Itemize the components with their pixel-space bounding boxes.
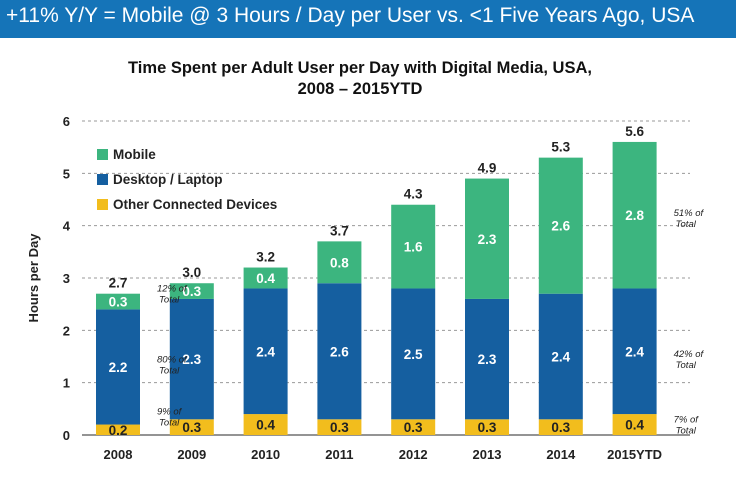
bar-value-label-other-connected-devices-2014: 0.3 [551, 420, 570, 435]
percent-annotation-2-line2: Total [159, 418, 180, 429]
x-tick-label-2009: 2009 [177, 447, 206, 462]
bar-desktop-laptop-2014 [538, 293, 583, 420]
bar-mobile-2011 [317, 241, 362, 284]
y-tick-label-5: 5 [63, 166, 70, 181]
x-tick-label-2013: 2013 [473, 447, 502, 462]
percent-annotation-1-line2: Total [159, 365, 180, 376]
bar-value-label-mobile-2009: 0.3 [182, 284, 201, 299]
percent-annotation-4-line2: Total [676, 360, 697, 371]
bar-other-connected-devices-2010 [243, 414, 288, 435]
bar-desktop-laptop-2010 [243, 288, 288, 415]
bar-mobile-2009 [169, 283, 214, 299]
bar-mobile-2015YTD [612, 141, 657, 289]
legend-swatch-mobile [97, 149, 108, 160]
headline-text: +11% Y/Y = Mobile @ 3 Hours / Day per Us… [6, 4, 695, 27]
chart-title: Time Spent per Adult User per Day with D… [60, 58, 660, 100]
bar-total-label-2014: 5.3 [551, 140, 570, 155]
bar-value-label-mobile-2015YTD: 2.8 [625, 208, 644, 223]
bar-value-label-mobile-2014: 2.6 [551, 219, 570, 234]
bar-value-label-other-connected-devices-2015YTD: 0.4 [625, 418, 644, 433]
bar-value-label-mobile-2012: 1.6 [404, 240, 423, 255]
bar-mobile-2008 [96, 293, 140, 310]
bar-total-label-2008: 2.7 [109, 276, 128, 291]
chart-title-line-2: 2008 – 2015YTD [297, 80, 423, 98]
bar-value-label-other-connected-devices-2009: 0.3 [182, 420, 201, 435]
bar-value-label-desktop-laptop-2015YTD: 2.4 [625, 344, 644, 359]
bar-value-label-other-connected-devices-2012: 0.3 [404, 420, 423, 435]
bar-total-label-2015YTD: 5.6 [625, 124, 644, 139]
legend-swatch-desktop-laptop [97, 174, 108, 185]
bar-total-label-2012: 4.3 [404, 187, 423, 202]
bar-mobile-2010 [243, 267, 288, 289]
bar-other-connected-devices-2012 [391, 419, 436, 435]
bar-desktop-laptop-2011 [317, 283, 362, 420]
headline-banner: +11% Y/Y = Mobile @ 3 Hours / Day per Us… [0, 0, 736, 38]
bar-other-connected-devices-2015YTD [612, 414, 657, 435]
legend-swatch-other-connected-devices [97, 199, 108, 210]
bar-total-label-2013: 4.9 [478, 161, 497, 176]
x-tick-label-2014: 2014 [546, 447, 576, 462]
bar-desktop-laptop-2013 [465, 298, 509, 420]
x-tick-label-2015YTD: 2015YTD [607, 447, 662, 462]
x-tick-label-2010: 2010 [251, 447, 280, 462]
bar-value-label-mobile-2011: 0.8 [330, 255, 349, 270]
bar-value-label-desktop-laptop-2009: 2.3 [182, 352, 201, 367]
bar-value-label-desktop-laptop-2014: 2.4 [551, 350, 570, 365]
y-tick-label-0: 0 [63, 428, 70, 443]
bar-total-label-2009: 3.0 [182, 265, 201, 280]
percent-annotation-0-line1: 12% of [157, 284, 188, 295]
y-axis-label: Hours per Day [26, 233, 41, 323]
legend-label-mobile: Mobile [113, 147, 156, 162]
bar-mobile-2013 [465, 178, 509, 299]
percent-annotation-5-line2: Total [676, 426, 697, 437]
bar-desktop-laptop-2015YTD [612, 288, 657, 415]
bar-desktop-laptop-2009 [169, 298, 214, 420]
bar-mobile-2012 [391, 204, 436, 289]
y-tick-label-4: 4 [63, 219, 71, 234]
y-tick-label-6: 6 [63, 114, 70, 129]
bar-other-connected-devices-2014 [538, 419, 583, 435]
bar-desktop-laptop-2012 [391, 288, 436, 420]
percent-annotation-3-line1: 51% of [674, 208, 705, 219]
bar-value-label-other-connected-devices-2008: 0.2 [109, 423, 128, 438]
bar-value-label-desktop-laptop-2013: 2.3 [478, 352, 497, 367]
x-tick-label-2008: 2008 [104, 447, 133, 462]
x-tick-label-2011: 2011 [325, 447, 353, 462]
bar-total-label-2010: 3.2 [256, 250, 275, 265]
bar-value-label-desktop-laptop-2008: 2.2 [109, 360, 128, 375]
percent-annotation-0-line2: Total [159, 295, 180, 306]
y-tick-label-3: 3 [63, 271, 70, 286]
bar-value-label-mobile-2010: 0.4 [256, 271, 275, 286]
bar-value-label-mobile-2013: 2.3 [478, 232, 497, 247]
bar-other-connected-devices-2011 [317, 419, 362, 435]
bar-value-label-other-connected-devices-2013: 0.3 [478, 420, 497, 435]
y-tick-label-2: 2 [63, 323, 70, 338]
bar-value-label-mobile-2008: 0.3 [109, 295, 128, 310]
chart-title-line-1: Time Spent per Adult User per Day with D… [128, 59, 592, 77]
bar-mobile-2014 [538, 157, 583, 294]
bar-other-connected-devices-2009 [169, 419, 214, 435]
bar-total-label-2011: 3.7 [330, 223, 349, 238]
bar-desktop-laptop-2008 [96, 309, 140, 425]
y-tick-label-1: 1 [63, 376, 70, 391]
bar-value-label-desktop-laptop-2011: 2.6 [330, 344, 349, 359]
percent-annotation-5-line1: 7% of [674, 415, 700, 426]
bar-value-label-desktop-laptop-2010: 2.4 [256, 344, 275, 359]
percent-annotation-3-line2: Total [676, 219, 697, 230]
legend-label-desktop-laptop: Desktop / Laptop [113, 172, 223, 187]
percent-annotation-1-line1: 80% of [157, 354, 188, 365]
x-tick-label-2012: 2012 [399, 447, 428, 462]
legend-label-other-connected-devices: Other Connected Devices [113, 197, 277, 212]
bar-value-label-other-connected-devices-2011: 0.3 [330, 420, 349, 435]
percent-annotation-2-line1: 9% of [157, 407, 183, 418]
bar-other-connected-devices-2013 [465, 419, 509, 435]
percent-annotation-4-line1: 42% of [674, 349, 705, 360]
bar-value-label-other-connected-devices-2010: 0.4 [256, 418, 275, 433]
bar-other-connected-devices-2008 [96, 424, 140, 435]
bar-value-label-desktop-laptop-2012: 2.5 [404, 347, 423, 362]
